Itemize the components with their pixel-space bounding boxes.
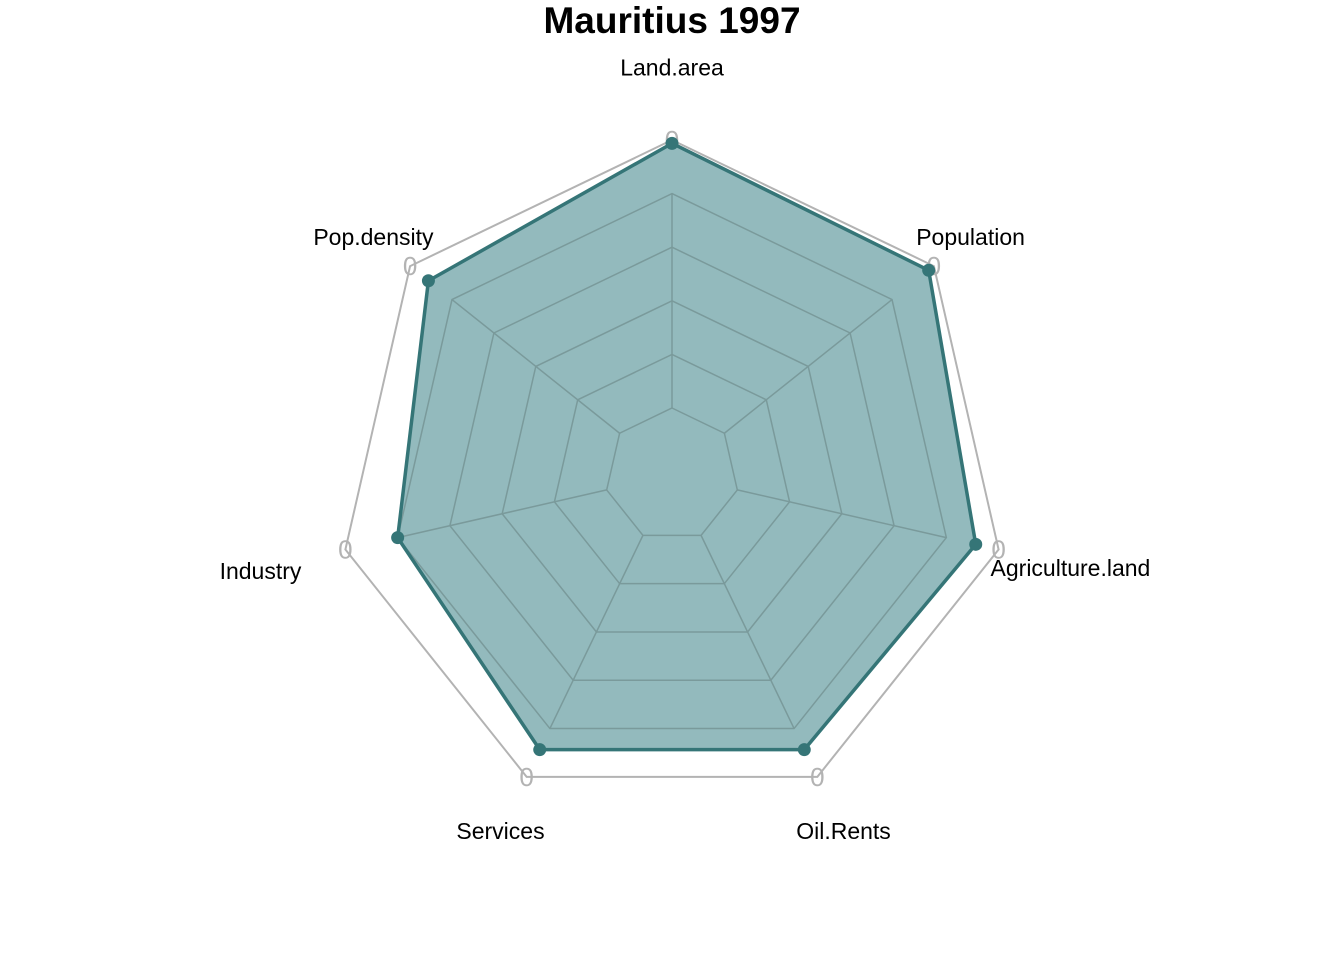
outer-frame-polygon bbox=[344, 138, 1000, 778]
axis-label-layer: Land.area Population Agriculture.land Oil.R… bbox=[220, 55, 1151, 845]
data-point-industry bbox=[391, 531, 405, 545]
grid-layer bbox=[396, 192, 948, 730]
data-point-agriculture-land bbox=[969, 537, 983, 551]
axis-label-agriculture-land: Agriculture.land bbox=[991, 555, 1151, 581]
data-point-layer bbox=[391, 136, 983, 757]
axis-label-services: Services bbox=[456, 818, 544, 844]
grid-ring-4 bbox=[449, 246, 895, 681]
axis-label-land-area: Land.area bbox=[620, 55, 724, 81]
grid-ring-5 bbox=[396, 192, 948, 730]
data-line-layer bbox=[395, 141, 978, 752]
spoke-agriculture-land bbox=[737, 489, 947, 539]
max-label-services: 0 bbox=[519, 762, 533, 792]
axis-label-oil-rents: Oil.Rents bbox=[796, 818, 891, 844]
spoke-pop-density bbox=[451, 298, 621, 434]
outer-frame-layer bbox=[344, 138, 1000, 778]
spoke-industry bbox=[397, 489, 607, 539]
chart-title: Mauritius 1997 bbox=[543, 0, 800, 41]
axis-label-pop-density: Pop.density bbox=[313, 224, 434, 250]
data-point-land-area bbox=[665, 136, 679, 150]
max-label-oil-rents: 0 bbox=[810, 762, 824, 792]
data-point-population bbox=[922, 263, 936, 277]
max-label-industry: 0 bbox=[338, 535, 352, 565]
spoke-oil-rents bbox=[700, 535, 795, 729]
data-point-oil-rents bbox=[797, 743, 811, 757]
axis-label-population: Population bbox=[916, 224, 1025, 250]
data-point-pop-density bbox=[421, 274, 435, 288]
grid-ring-2 bbox=[553, 353, 791, 585]
data-fill-layer bbox=[397, 143, 976, 750]
series-line bbox=[395, 141, 978, 752]
spoke-services bbox=[549, 535, 644, 729]
grid-ring-3 bbox=[501, 299, 843, 633]
max-label-pop-density: 0 bbox=[403, 251, 417, 281]
axis-label-industry: Industry bbox=[220, 558, 302, 584]
grid-ring-1 bbox=[605, 407, 739, 537]
max-label-layer: 0000000 bbox=[338, 125, 1006, 792]
series-area-fill bbox=[397, 143, 976, 750]
max-label-agriculture-land: 0 bbox=[991, 535, 1005, 565]
spoke-population bbox=[723, 298, 893, 434]
data-point-services bbox=[533, 743, 547, 757]
